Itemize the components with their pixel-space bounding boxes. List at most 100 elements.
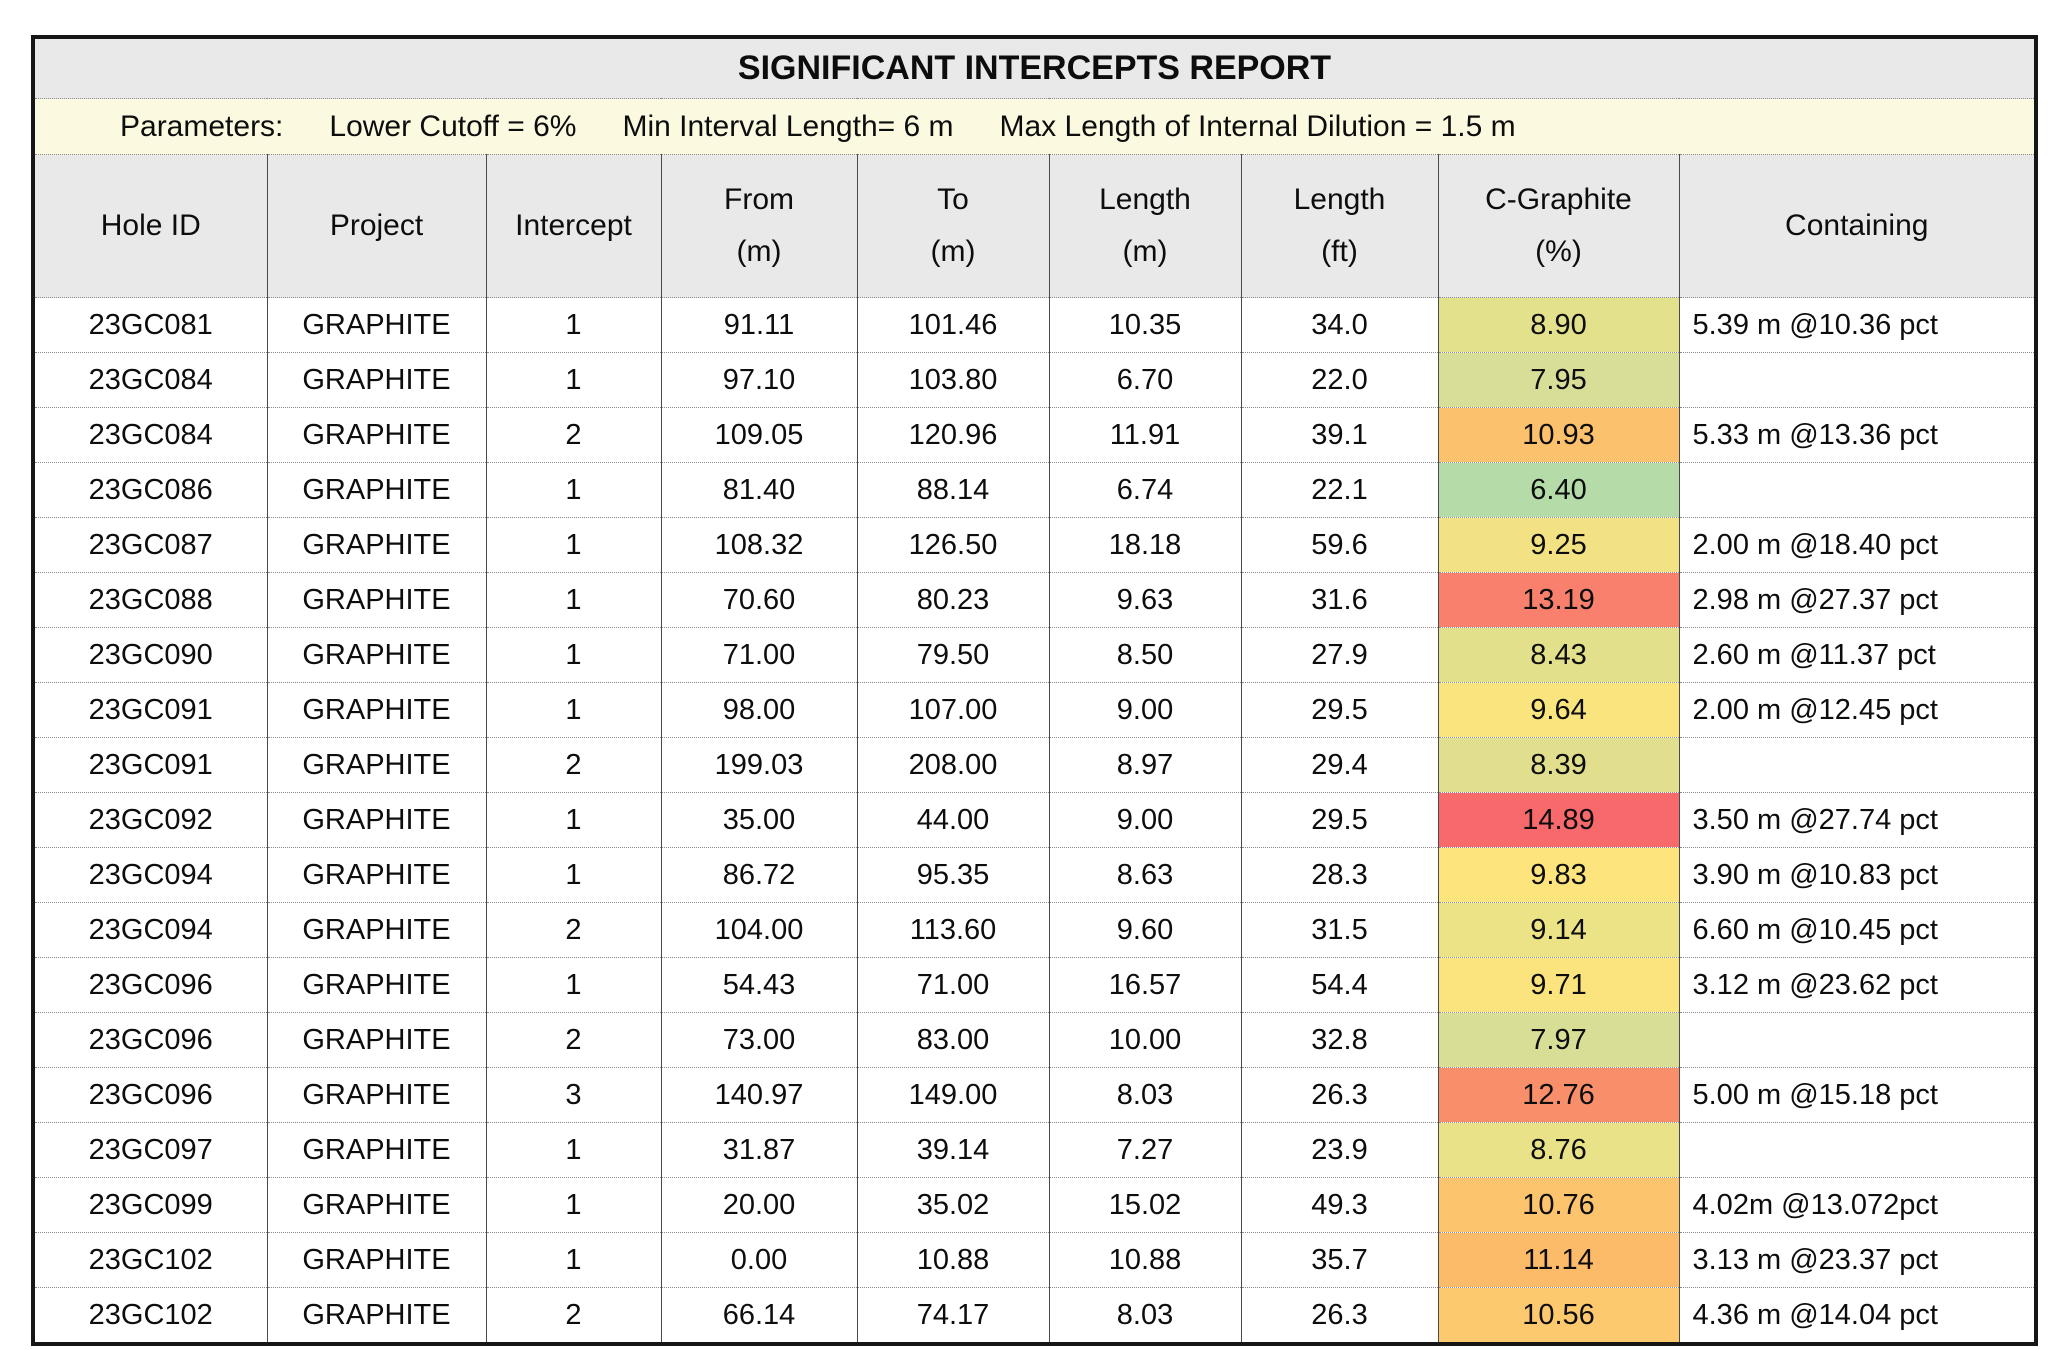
cell-c-graphite-pct: 9.25 (1437, 517, 1679, 573)
cell-length-ft: 59.6 (1240, 517, 1438, 573)
column-header-containing: Containing (1678, 154, 2036, 298)
cell-containing: 3.90 m @10.83 pct (1678, 847, 2036, 903)
cell-from-m: 73.00 (660, 1012, 857, 1068)
cell-length-ft: 23.9 (1240, 1122, 1438, 1178)
table-row: 23GC088 GRAPHITE 1 70.60 80.23 9.63 31.6 13.19 2… (33, 572, 2036, 628)
cell-intercept: 2 (485, 902, 661, 958)
cell-length-ft: 35.7 (1240, 1232, 1438, 1288)
cell-from-m: 91.11 (660, 297, 857, 353)
cell-project: GRAPHITE (266, 297, 486, 353)
cell-containing: 3.13 m @23.37 pct (1678, 1232, 2036, 1288)
cell-intercept: 2 (485, 1012, 661, 1068)
cell-from-m: 71.00 (660, 627, 857, 683)
cell-length-ft: 26.3 (1240, 1067, 1438, 1123)
cell-project: GRAPHITE (266, 737, 486, 793)
table-row: 23GC090 GRAPHITE 1 71.00 79.50 8.50 27.9 8.43 2.… (33, 627, 2036, 683)
cell-c-graphite-pct: 6.40 (1437, 462, 1679, 518)
cell-project: GRAPHITE (266, 627, 486, 683)
cell-to-m: 83.00 (856, 1012, 1049, 1068)
cell-containing: 4.02m @13.072pct (1678, 1177, 2036, 1233)
cell-length-ft: 54.4 (1240, 957, 1438, 1013)
cell-length-ft: 29.4 (1240, 737, 1438, 793)
cell-intercept: 1 (485, 462, 661, 518)
table-row: 23GC094 GRAPHITE 1 86.72 95.35 8.63 28.3 9.83 3.… (33, 847, 2036, 903)
cell-to-m: 80.23 (856, 572, 1049, 628)
cell-to-m: 120.96 (856, 407, 1049, 463)
cell-to-m: 113.60 (856, 902, 1049, 958)
cell-project: GRAPHITE (266, 792, 486, 848)
cell-from-m: 31.87 (660, 1122, 857, 1178)
cell-c-graphite-pct: 7.97 (1437, 1012, 1679, 1068)
cell-length-m: 8.03 (1048, 1287, 1241, 1344)
cell-length-m: 10.00 (1048, 1012, 1241, 1068)
cell-intercept: 1 (485, 792, 661, 848)
cell-c-graphite-pct: 9.64 (1437, 682, 1679, 738)
cell-hole-id: 23GC096 (33, 957, 267, 1013)
cell-to-m: 126.50 (856, 517, 1049, 573)
column-header-to-m: To (m) (856, 154, 1049, 298)
cell-project: GRAPHITE (266, 902, 486, 958)
cell-project: GRAPHITE (266, 1122, 486, 1178)
cell-c-graphite-pct: 12.76 (1437, 1067, 1679, 1123)
cell-length-m: 18.18 (1048, 517, 1241, 573)
cell-hole-id: 23GC081 (88, 308, 213, 341)
cell-length-ft: 28.3 (1240, 847, 1438, 903)
cell-from-m: 54.43 (660, 957, 857, 1013)
cell-intercept: 2 (485, 1287, 661, 1344)
cell-length-m: 6.70 (1048, 352, 1241, 408)
cell-intercept: 1 (485, 957, 661, 1013)
column-header-c-graphite-pct: C-Graphite (%) (1437, 154, 1679, 298)
cell-to-m: 39.14 (856, 1122, 1049, 1178)
cell-hole-id: 23GC094 (33, 847, 267, 903)
cell-length-ft: 39.1 (1240, 407, 1438, 463)
cell-length-ft: 32.8 (1240, 1012, 1438, 1068)
cell-to-m: 44.00 (856, 792, 1049, 848)
cell-intercept: 1 (485, 517, 661, 573)
cell-from-m: 86.72 (660, 847, 857, 903)
cell-intercept: 2 (485, 737, 661, 793)
cell-c-graphite-pct: 9.14 (1437, 902, 1679, 958)
cell-project: GRAPHITE (266, 1067, 486, 1123)
cell-containing: 5.00 m @15.18 pct (1678, 1067, 2036, 1123)
cell-hole-id: 23GC088 (33, 572, 267, 628)
cell-c-graphite-pct: 10.56 (1437, 1287, 1679, 1344)
cell-containing: 5.33 m @13.36 pct (1678, 407, 2036, 463)
column-header-length-ft: Length (ft) (1240, 154, 1438, 298)
cell-length-m: 15.02 (1048, 1177, 1241, 1233)
cell-to-m: 95.35 (856, 847, 1049, 903)
cell-containing: 4.36 m @14.04 pct (1678, 1287, 2036, 1344)
column-header-from-m: From (m) (660, 154, 857, 298)
cell-from-m: 35.00 (660, 792, 857, 848)
cell-project: GRAPHITE (266, 1012, 486, 1068)
cell-length-m: 8.97 (1048, 737, 1241, 793)
cell-to-m: 208.00 (856, 737, 1049, 793)
cell-intercept: 1 (485, 1122, 661, 1178)
cell-containing: 2.98 m @27.37 pct (1678, 572, 2036, 628)
cell-hole-id: 23GC090 (33, 627, 267, 683)
cell-to-m: 88.14 (856, 462, 1049, 518)
cell-length-m: 16.57 (1048, 957, 1241, 1013)
cell-intercept: 1 (485, 682, 661, 738)
cell-hole-id: 23GC087 (33, 517, 267, 573)
cell-length-m: 9.00 (1048, 792, 1241, 848)
cell-c-graphite-pct: 9.83 (1437, 847, 1679, 903)
cell-c-graphite-pct: 10.93 (1437, 407, 1679, 463)
cell-length-m: 8.03 (1048, 1067, 1241, 1123)
cell-intercept: 1 (485, 1232, 661, 1288)
significant-intercepts-table: SIGNIFICANT INTERCEPTS REPORT Parameters… (31, 35, 2038, 1346)
cell-from-m: 70.60 (660, 572, 857, 628)
cell-containing: 3.50 m @27.74 pct (1678, 792, 2036, 848)
parameters-label: Parameters: (120, 109, 284, 143)
cell-intercept: 3 (485, 1067, 661, 1123)
cell-from-m: 108.32 (660, 517, 857, 573)
table-row: 23GC091 GRAPHITE 2 199.03 208.00 8.97 29.4 8.39 (33, 737, 2036, 793)
cell-intercept: 2 (485, 407, 661, 463)
cell-intercept: 1 (485, 572, 661, 628)
table-row: 23GC087 GRAPHITE 1 108.32 126.50 18.18 59.6 9.2… (33, 517, 2036, 573)
cell-length-ft: 26.3 (1240, 1287, 1438, 1344)
cell-length-m: 9.00 (1048, 682, 1241, 738)
cell-containing: 2.60 m @11.37 pct (1678, 627, 2036, 683)
table-row: 23GC096 GRAPHITE 2 73.00 83.00 10.00 32.8 7.97 (33, 1012, 2036, 1068)
cell-project: GRAPHITE (266, 1287, 486, 1344)
